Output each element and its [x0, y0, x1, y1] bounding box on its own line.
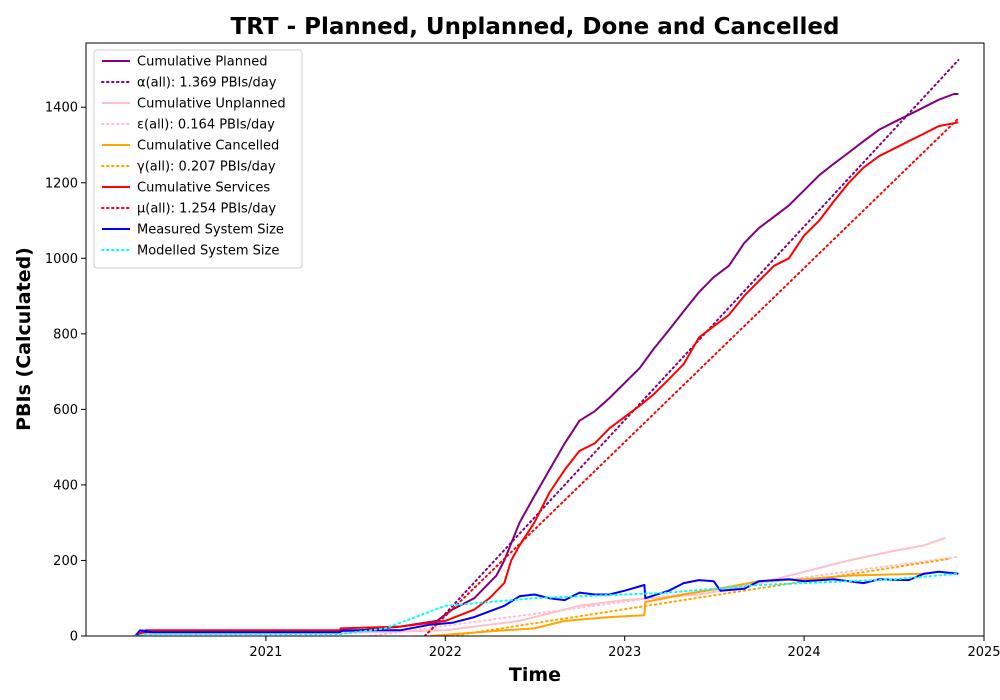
legend-entry: Measured System Size [137, 223, 284, 238]
series-line-5 [430, 572, 925, 636]
plot-frame [85, 42, 985, 637]
x-tick-label: 2024 [788, 645, 821, 660]
x-axis-label: Time [509, 664, 561, 686]
legend-entry: Cumulative Cancelled [137, 139, 279, 154]
legend-entry: α(all): 1.369 PBIs/day [137, 76, 277, 91]
x-tick-label: 2023 [608, 645, 641, 660]
series-line-10 [134, 572, 960, 636]
y-tick-label: 1200 [45, 176, 78, 191]
y-tick-label: 1400 [45, 101, 78, 116]
series-line-8 [423, 117, 960, 636]
legend-entry: Cumulative Planned [137, 55, 267, 70]
series-line-6 [451, 557, 952, 636]
y-tick-label: 600 [53, 403, 78, 418]
x-tick-label: 2021 [249, 645, 282, 660]
legend-entry: Cumulative Unplanned [137, 97, 286, 112]
y-tick-label: 200 [53, 554, 78, 569]
y-tick-label: 400 [53, 478, 78, 493]
legend-entry: Modelled System Size [137, 244, 279, 259]
series-line-3 [135, 536, 947, 636]
x-tick-label: 2025 [967, 645, 1000, 660]
series-line-1 [134, 93, 959, 636]
series-line-9 [134, 570, 959, 636]
series-line-2 [423, 59, 960, 636]
series-group [134, 59, 960, 636]
legend-entry: μ(all): 1.254 PBIs/day [137, 202, 276, 217]
chart-title: TRT - Planned, Unplanned, Done and Cance… [231, 14, 840, 40]
y-tick-label: 1000 [45, 252, 78, 267]
legend: Cumulative Planned α(all): 1.369 PBIs/day… [93, 49, 303, 269]
y-tick-label: 800 [53, 327, 78, 342]
series-line-4 [369, 555, 960, 636]
legend-box [93, 49, 303, 269]
y-tick-label: 0 [70, 630, 78, 645]
y-axis-label: PBIs (Calculated) [13, 247, 35, 431]
legend-entry: γ(all): 0.207 PBIs/day [137, 160, 276, 175]
plot-area: 2021 2022 2023 2024 2025 0 200 400 600 800 1000 120… [45, 42, 1000, 660]
series-line-7 [134, 121, 959, 636]
legend-entry: Cumulative Services [137, 181, 270, 196]
x-tick-label: 2022 [429, 645, 462, 660]
legend-entry: ε(all): 0.164 PBIs/day [137, 118, 275, 133]
